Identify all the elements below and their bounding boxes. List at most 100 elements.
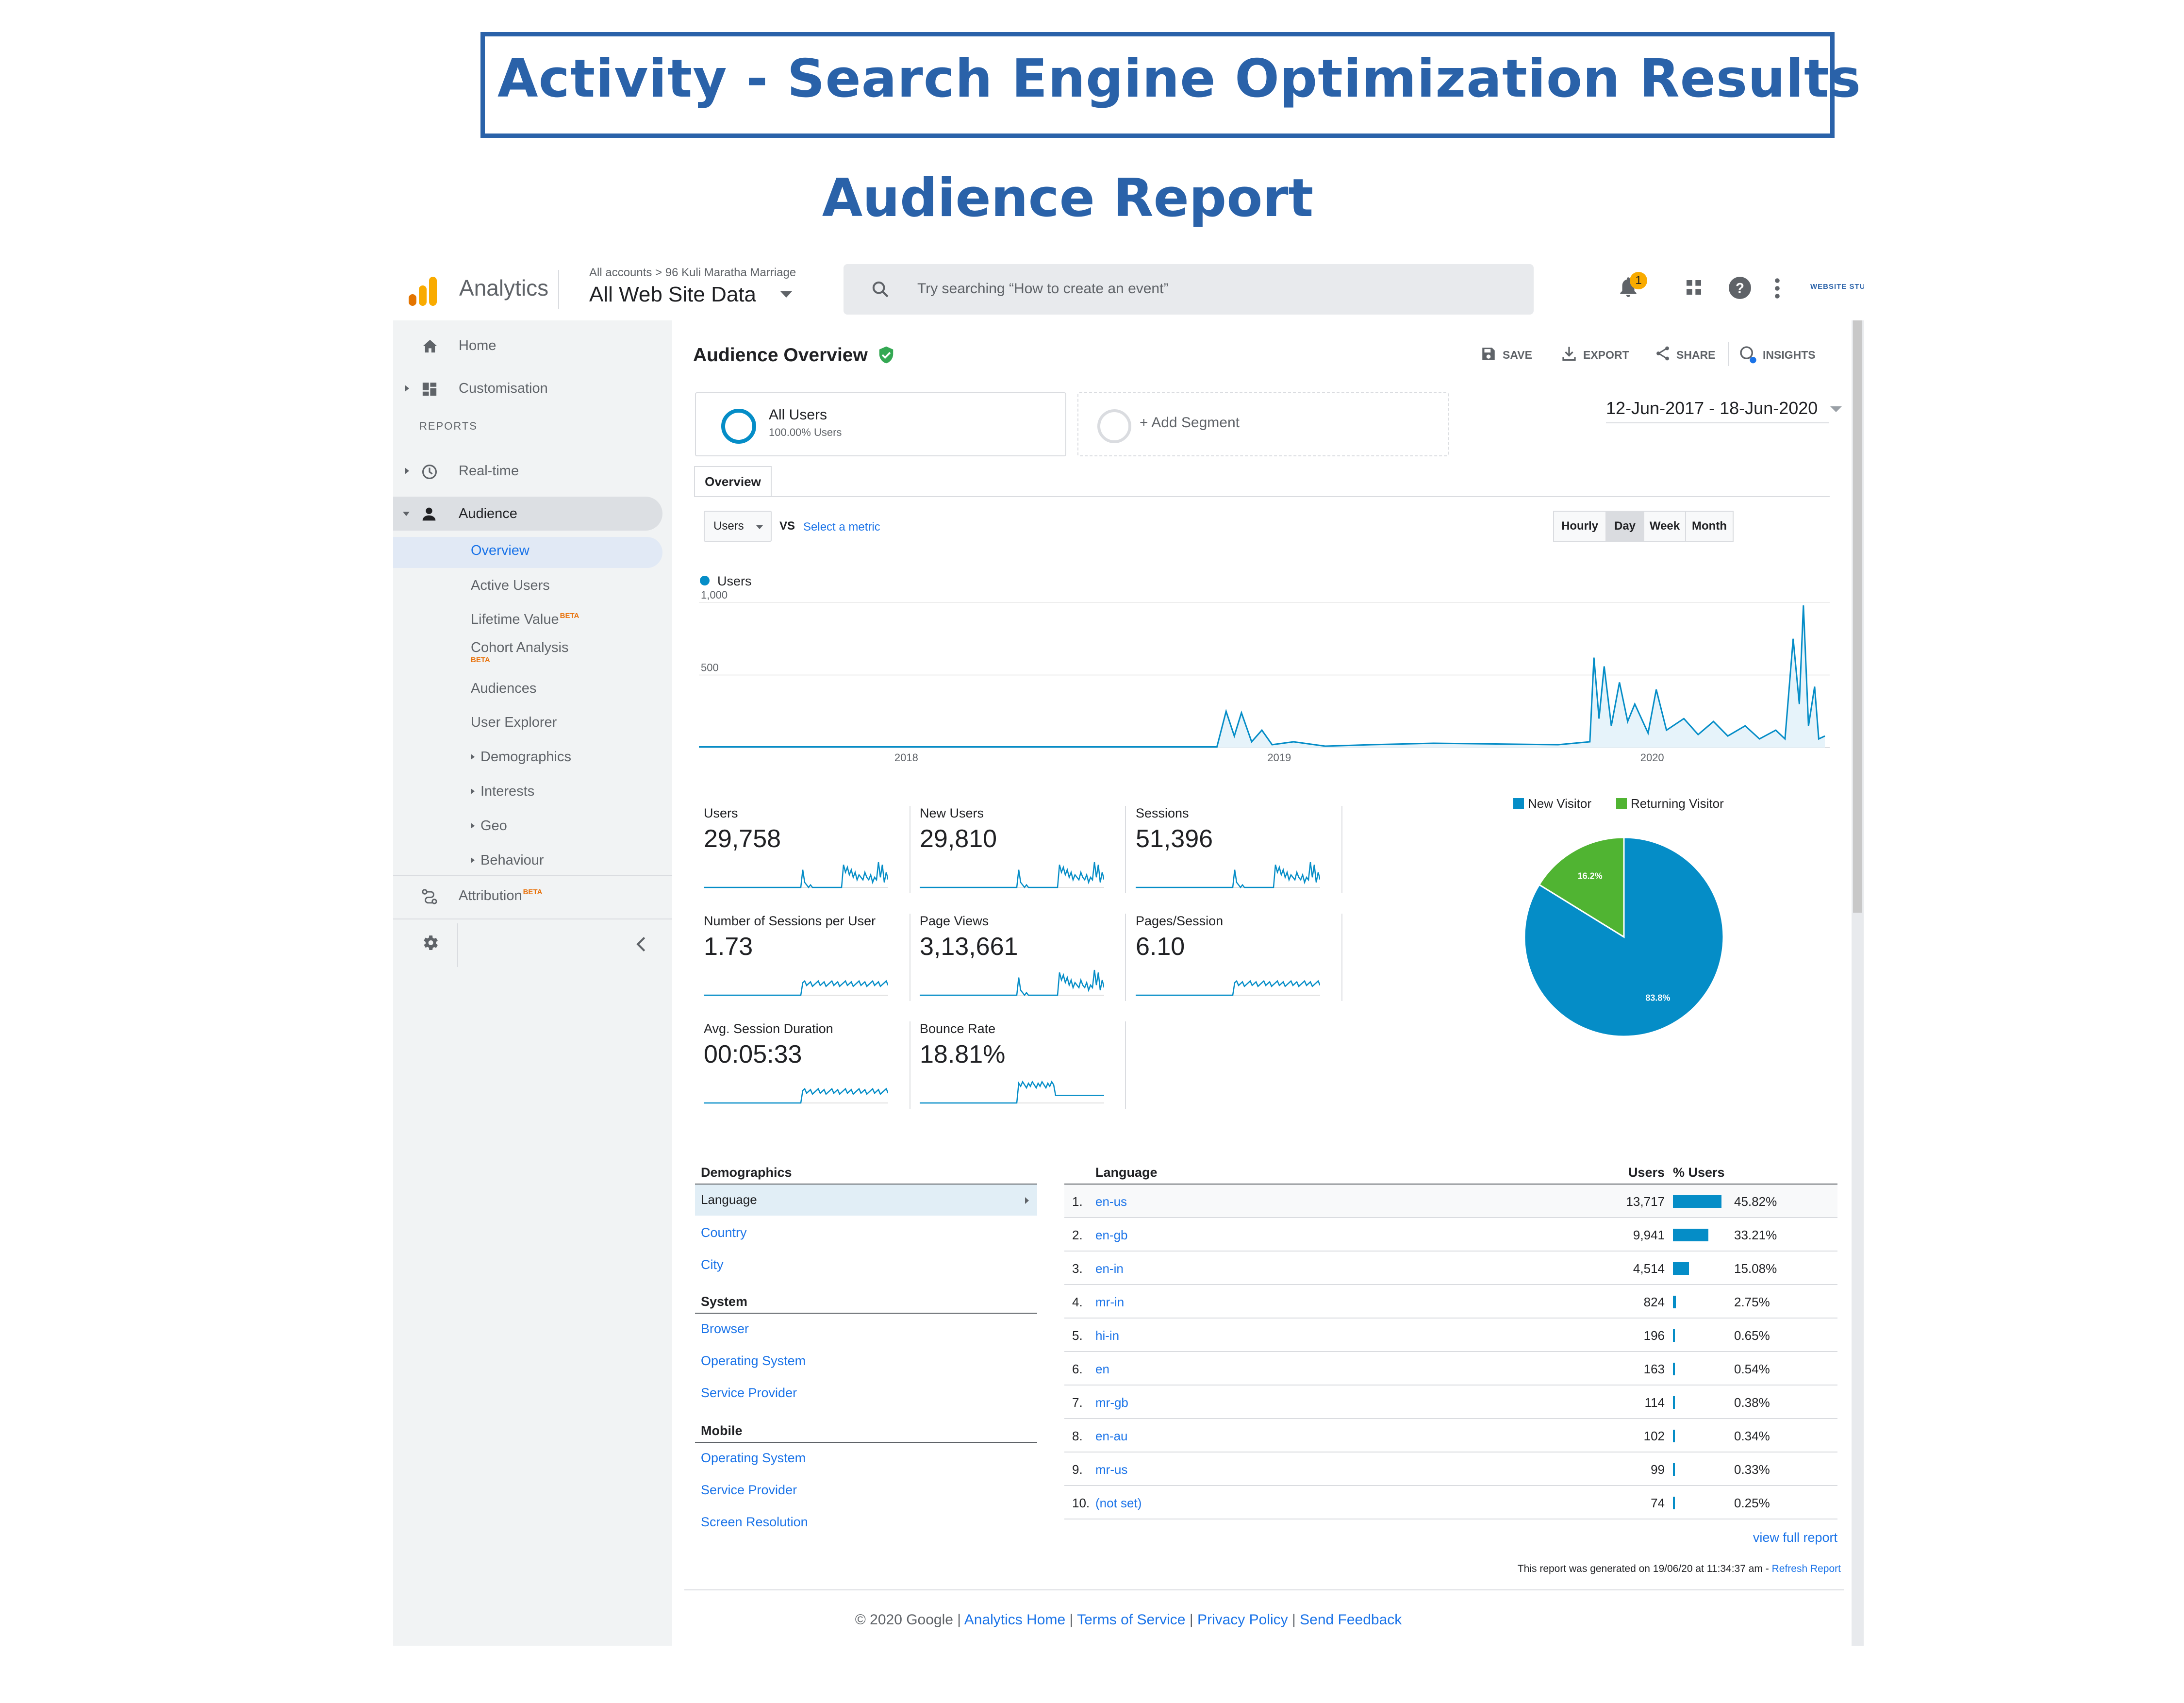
sidebar-item-behaviour[interactable]: Behaviour: [471, 852, 544, 868]
demographics-link-country[interactable]: Country: [701, 1225, 747, 1240]
property-selector[interactable]: All Web Site Data: [589, 283, 757, 306]
sidebar-item-user-explorer[interactable]: User Explorer: [471, 715, 557, 730]
users-value: 824: [1643, 1295, 1665, 1309]
collapse-icon[interactable]: [403, 512, 410, 516]
insights-icon[interactable]: [1738, 345, 1758, 364]
system-link-operating-system[interactable]: Operating System: [701, 1353, 806, 1368]
help-icon[interactable]: ?: [1728, 276, 1752, 300]
sidebar-item-interests[interactable]: Interests: [471, 784, 534, 800]
date-range-picker[interactable]: 12-Jun-2017 - 18-Jun-2020: [1606, 398, 1842, 418]
insights-button[interactable]: INSIGHTS: [1763, 349, 1816, 361]
language-link[interactable]: mr-gb: [1095, 1395, 1128, 1410]
collapse-sidebar-icon[interactable]: [635, 936, 647, 952]
more-vert-icon[interactable]: [1772, 277, 1782, 300]
divider: [393, 875, 672, 876]
row-rank: 5.: [1072, 1328, 1083, 1343]
expand-icon[interactable]: [405, 467, 409, 474]
add-segment-button[interactable]: + Add Segment: [1077, 392, 1449, 456]
sidebar-item-audiences[interactable]: Audiences: [471, 681, 537, 696]
save-button[interactable]: SAVE: [1503, 349, 1532, 361]
apps-grid-icon[interactable]: [1684, 278, 1704, 297]
footer-link-terms[interactable]: Terms of Service: [1077, 1612, 1186, 1628]
sidebar-item-overview[interactable]: Overview: [471, 543, 529, 558]
demographics-link-city[interactable]: City: [701, 1257, 724, 1272]
pct-users-value: 15.08%: [1734, 1261, 1777, 1276]
account-avatar[interactable]: WEBSITE STUDIO: [1810, 283, 1864, 291]
demographics-link-language[interactable]: Language: [701, 1192, 757, 1207]
expand-icon: [471, 823, 475, 829]
analytics-logo-icon[interactable]: [409, 277, 438, 306]
language-link[interactable]: en-in: [1095, 1261, 1124, 1276]
scorecard-bounce-rate: Bounce Rate 18.81%: [920, 1021, 1119, 1119]
sidebar-item-cohort-analysis[interactable]: Cohort Analysis BETA: [471, 640, 569, 664]
footer-link-analytics-home[interactable]: Analytics Home: [964, 1612, 1066, 1628]
scrollbar-thumb[interactable]: [1853, 320, 1862, 913]
export-button[interactable]: EXPORT: [1583, 349, 1629, 361]
mobile-link-operating-system[interactable]: Operating System: [701, 1451, 806, 1465]
pct-users-value: 33.21%: [1734, 1228, 1777, 1242]
language-link[interactable]: (not set): [1095, 1496, 1142, 1510]
language-link[interactable]: en: [1095, 1362, 1109, 1376]
granularity-month[interactable]: Month: [1685, 511, 1734, 542]
mobile-link-screen-resolution[interactable]: Screen Resolution: [701, 1515, 808, 1529]
sidebar-item-geo[interactable]: Geo: [471, 818, 507, 834]
sidebar-item-home[interactable]: Home: [393, 329, 672, 363]
row-rank: 9.: [1072, 1462, 1083, 1477]
users-value: 13,717: [1626, 1194, 1665, 1209]
granularity-hourly[interactable]: Hourly: [1553, 511, 1606, 542]
sidebar-item-attribution[interactable]: Attribution BETA: [393, 879, 672, 913]
footer-link-feedback[interactable]: Send Feedback: [1300, 1612, 1402, 1628]
system-link-browser[interactable]: Browser: [701, 1321, 749, 1336]
sparkline-series: [704, 862, 888, 889]
language-link[interactable]: en-gb: [1095, 1228, 1128, 1242]
divider: [1125, 1021, 1126, 1109]
pct-users-bar: [1673, 1329, 1675, 1342]
tab-overview[interactable]: Overview: [694, 466, 772, 497]
share-button[interactable]: SHARE: [1676, 349, 1716, 361]
segment-all-users[interactable]: All Users 100.00% Users: [695, 392, 1066, 456]
top-bar: Analytics All accounts > 96 Kuli Maratha…: [393, 257, 1864, 320]
divider: [1341, 806, 1342, 893]
sidebar: Home Customisation REPORTS Real-time Aud…: [393, 320, 672, 1646]
granularity-day[interactable]: Day: [1605, 511, 1644, 542]
table-row: 10. (not set) 74 0.25%: [1064, 1486, 1837, 1519]
scorecard-label: New Users: [920, 806, 984, 820]
sidebar-item-audience[interactable]: Audience: [393, 497, 662, 531]
legend-new-visitor-swatch: [1513, 798, 1524, 809]
sidebar-item-active-users[interactable]: Active Users: [471, 578, 550, 593]
sidebar-item-realtime[interactable]: Real-time: [393, 454, 672, 488]
sparkline: [704, 862, 888, 889]
legend-new-visitor-label: New Visitor: [1528, 796, 1591, 811]
share-icon[interactable]: [1654, 345, 1671, 362]
search-bar[interactable]: Try searching “How to create an event”: [844, 264, 1534, 315]
refresh-report-link[interactable]: Refresh Report: [1771, 1563, 1841, 1574]
language-link[interactable]: mr-in: [1095, 1295, 1125, 1309]
export-icon[interactable]: [1560, 345, 1578, 362]
select-metric-link[interactable]: Select a metric: [803, 520, 880, 534]
table-row: 7. mr-gb 114 0.38%: [1064, 1386, 1837, 1419]
chevron-down-icon[interactable]: [780, 291, 792, 298]
divider: [393, 918, 672, 919]
table-row: 6. en 163 0.54%: [1064, 1352, 1837, 1386]
language-link[interactable]: en-au: [1095, 1429, 1128, 1443]
gear-icon[interactable]: [420, 933, 440, 952]
sidebar-item-lifetime-value[interactable]: Lifetime Value BETA: [471, 612, 579, 628]
account-breadcrumb[interactable]: All accounts > 96 Kuli Maratha Marriage: [589, 266, 796, 279]
system-link-service-provider[interactable]: Service Provider: [701, 1386, 797, 1400]
metric-dropdown[interactable]: Users: [704, 511, 772, 542]
footer-link-privacy[interactable]: Privacy Policy: [1197, 1612, 1288, 1628]
language-link[interactable]: hi-in: [1095, 1328, 1120, 1343]
expand-icon[interactable]: [405, 385, 409, 392]
sidebar-item-demographics[interactable]: Demographics: [471, 749, 571, 765]
sidebar-item-customisation[interactable]: Customisation: [393, 371, 672, 405]
search-input[interactable]: Try searching “How to create an event”: [917, 281, 1169, 297]
view-full-report-link[interactable]: view full report: [1753, 1530, 1837, 1545]
language-link[interactable]: en-us: [1095, 1194, 1127, 1209]
chevron-down-icon: [756, 525, 763, 529]
scorecard-value: 18.81%: [920, 1040, 1006, 1069]
granularity-week[interactable]: Week: [1643, 511, 1686, 542]
save-icon[interactable]: [1480, 346, 1497, 362]
mobile-link-service-provider[interactable]: Service Provider: [701, 1483, 797, 1497]
language-link[interactable]: mr-us: [1095, 1462, 1128, 1477]
